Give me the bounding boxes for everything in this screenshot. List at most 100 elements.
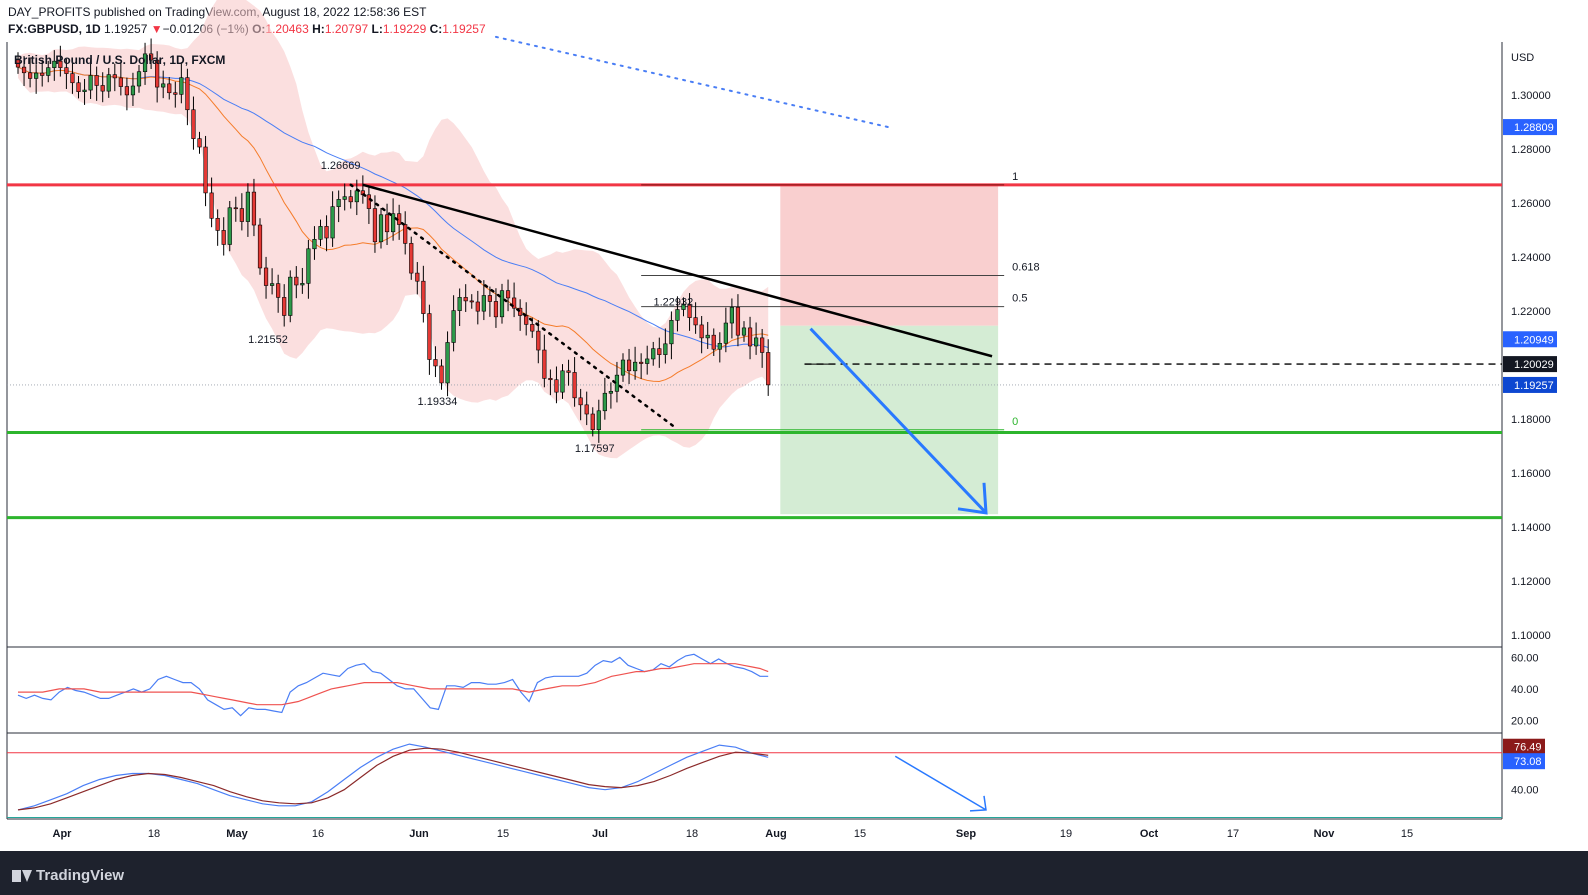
price-annotation: 1.17597 [575, 443, 615, 455]
candle-body [227, 207, 232, 245]
candle-body [191, 109, 196, 139]
stochastic-arrow-head [969, 795, 987, 812]
y-tick-label: 1.26000 [1511, 198, 1551, 210]
candle-body [669, 320, 674, 345]
chart-canvas[interactable]: 1 0.618 0.5 0 1.26669 1.21552 1.19334 1.17597 1.… [0, 0, 1588, 851]
x-tick-label: Jun [409, 828, 429, 840]
candle-body [693, 317, 698, 326]
candle-body [626, 359, 632, 372]
candle-body [312, 239, 317, 250]
candle-body [294, 276, 299, 286]
candle-body [481, 295, 486, 312]
tv-logo-icon [12, 869, 32, 882]
stop-loss-zone [780, 184, 999, 326]
candle-body [741, 327, 747, 336]
candle-body [100, 85, 105, 92]
open-value: 1.20463 [265, 22, 309, 36]
stochastic-d-line [17, 747, 769, 811]
candle-body [167, 83, 172, 94]
y-tick-label: 1.10000 [1511, 630, 1551, 642]
price-tag [1503, 356, 1557, 373]
candle-body [578, 397, 583, 406]
candle-body [717, 342, 722, 350]
high-value: 1.20797 [324, 22, 369, 36]
candle-body [94, 75, 99, 86]
x-tick-label: Sep [956, 828, 976, 840]
x-tick-label: 15 [497, 828, 509, 840]
candle-body [723, 322, 728, 344]
oscillator-tick: 40.00 [1511, 684, 1539, 696]
candle-body [300, 283, 305, 286]
candle-body [70, 73, 75, 84]
chart-legend-title: British Pound / U.S. Dollar, 1D, FXCM [14, 53, 225, 67]
candle-body [699, 324, 704, 339]
candle-body [735, 307, 741, 336]
candle-body [372, 208, 378, 243]
price-tag [1503, 376, 1557, 393]
candle-body [276, 283, 281, 298]
down-arrow-icon: ▼ [150, 22, 163, 36]
candle-body [288, 276, 293, 316]
candle-body [130, 85, 136, 96]
price-tag-label: 1.19257 [1514, 380, 1554, 392]
candle-body [155, 59, 160, 88]
oscillator-tick: 20.00 [1511, 715, 1539, 727]
x-tick-label: Oct [1140, 828, 1159, 840]
candle-body [52, 60, 57, 68]
trend-line [362, 183, 993, 358]
tradingview-logo[interactable]: TradingView [12, 867, 124, 884]
x-tick-label: Apr [53, 828, 73, 840]
projection-arrow-shaft [809, 327, 988, 514]
x-tick-label: 18 [686, 828, 698, 840]
stochastic-value-tag [1503, 738, 1545, 755]
candle-body [560, 370, 565, 393]
candle-body [179, 77, 184, 95]
candle-body [729, 307, 734, 324]
candle-body [415, 272, 420, 282]
candle-body [282, 297, 287, 316]
x-tick-label: Nov [1314, 828, 1336, 840]
candle-body [608, 391, 613, 394]
candle-body [124, 86, 129, 96]
candle-body [21, 66, 27, 74]
candle-body [572, 372, 577, 399]
candle-body [766, 352, 771, 386]
candle-body [421, 280, 426, 314]
candle-body [542, 349, 547, 379]
candle-body [403, 224, 408, 244]
candle-body [536, 330, 541, 351]
price-tag [1503, 331, 1557, 348]
candle-body [203, 146, 208, 194]
candle-body [142, 53, 148, 72]
candle-body [88, 75, 93, 91]
candle-body [602, 392, 607, 412]
oscillator-tick: 60.00 [1511, 652, 1539, 664]
candle-body [548, 378, 553, 381]
candle-body [58, 60, 63, 68]
candle-body [263, 267, 269, 286]
candle-body [566, 370, 571, 373]
candle-body [663, 343, 668, 355]
y-tick-label: 1.16000 [1511, 468, 1551, 480]
candle-body [348, 196, 353, 203]
footer-bar: TradingView [0, 851, 1588, 895]
candle-body [233, 207, 238, 210]
stochastic-value-label: 76.49 [1514, 742, 1542, 754]
candle-body [106, 74, 111, 92]
candle-body [518, 307, 523, 316]
candle-body [753, 337, 759, 347]
candle-body [173, 92, 178, 95]
candle-body [269, 283, 275, 286]
candle-body [390, 213, 396, 233]
candle-body [469, 300, 474, 303]
projection-arrow-head [957, 482, 988, 515]
fib-level-label: 0 [1012, 416, 1018, 428]
candle-body [318, 226, 323, 240]
candle-body [651, 348, 656, 360]
x-tick-label: 15 [1401, 828, 1413, 840]
candle-body [760, 337, 765, 353]
candle-body [330, 206, 335, 239]
candle-body [209, 192, 214, 219]
last-price: 1.19257 [104, 22, 148, 36]
candle-body [215, 217, 220, 231]
